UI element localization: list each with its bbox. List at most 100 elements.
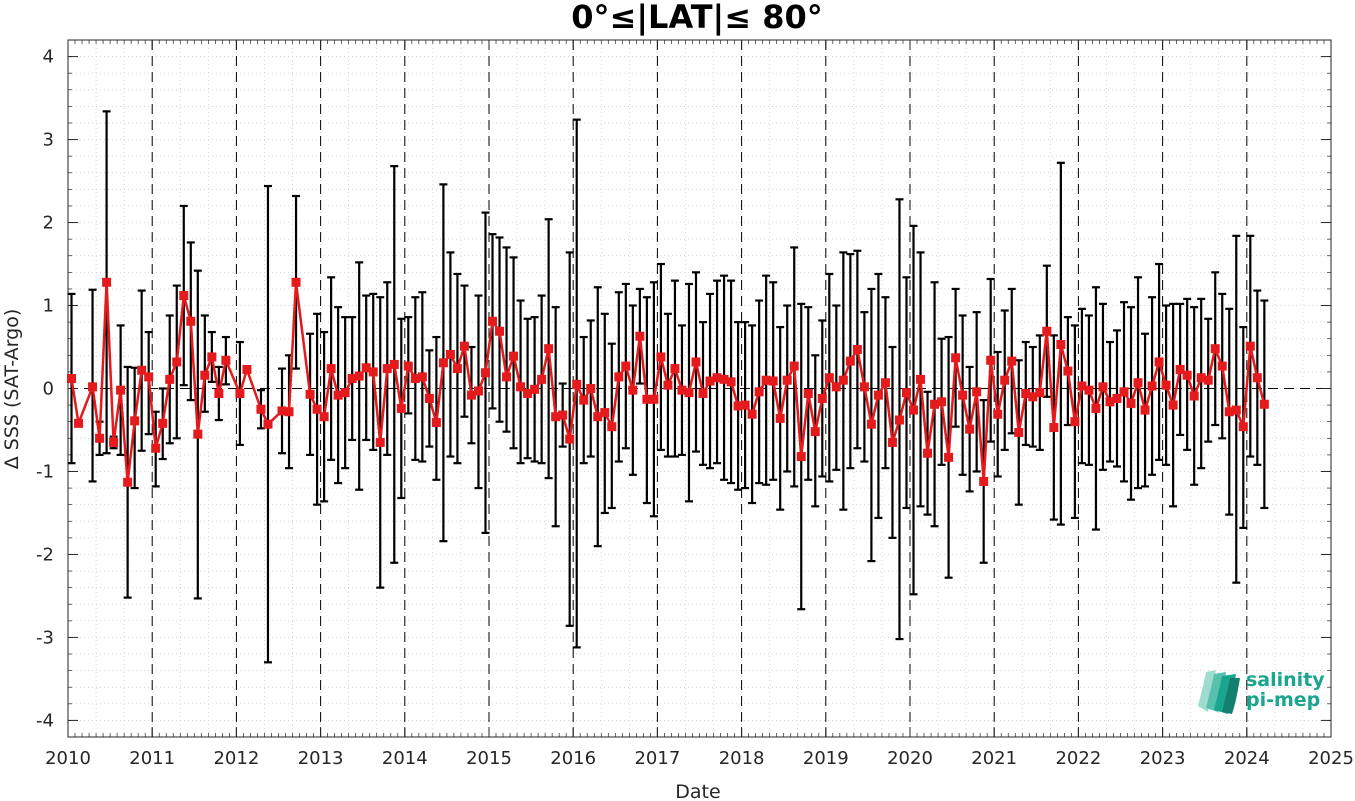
data-point-marker xyxy=(488,316,498,326)
data-point-marker xyxy=(691,357,701,367)
data-point-marker xyxy=(158,418,168,428)
chart-title: 0°≤|LAT|≤ 80° xyxy=(571,0,822,37)
x-tick-label: 2014 xyxy=(382,748,428,769)
y-tick-label: -4 xyxy=(36,710,54,731)
data-point-marker xyxy=(438,358,448,368)
data-point-marker xyxy=(102,277,112,287)
x-tick-label: 2025 xyxy=(1308,748,1354,769)
data-point-marker xyxy=(789,361,799,371)
data-point-marker xyxy=(340,388,350,398)
data-point-marker xyxy=(417,372,427,382)
data-point-marker xyxy=(242,364,252,374)
data-point-marker xyxy=(1091,403,1101,413)
data-point-marker xyxy=(179,291,189,301)
data-point-marker xyxy=(452,364,462,374)
data-point-marker xyxy=(951,353,961,363)
data-point-marker xyxy=(480,368,490,378)
salinity-pi-mep-logo: salinity pi-mep xyxy=(1198,669,1325,714)
data-point-marker xyxy=(670,364,680,374)
data-point-marker xyxy=(1063,366,1073,376)
data-point-marker xyxy=(326,364,336,374)
data-point-marker xyxy=(600,408,610,418)
data-point-marker xyxy=(109,437,119,447)
data-point-marker xyxy=(916,374,926,384)
data-point-marker xyxy=(740,400,750,410)
data-point-marker xyxy=(123,477,133,487)
data-point-marker xyxy=(207,352,217,362)
data-point-marker xyxy=(649,394,659,404)
data-point-marker xyxy=(354,371,364,381)
data-point-marker xyxy=(937,397,947,407)
data-point-marker xyxy=(319,412,329,422)
data-point-marker xyxy=(817,393,827,403)
data-point-marker xyxy=(1189,391,1199,401)
data-point-marker xyxy=(74,418,84,428)
data-point-marker xyxy=(130,416,140,426)
data-point-marker xyxy=(200,370,210,380)
x-tick-label: 2021 xyxy=(971,748,1017,769)
data-point-marker xyxy=(747,409,757,419)
data-point-marker xyxy=(495,326,505,336)
x-tick-label: 2019 xyxy=(803,748,849,769)
data-point-marker xyxy=(445,349,455,359)
data-point-marker xyxy=(537,374,547,384)
data-point-marker xyxy=(754,387,764,397)
y-tick-label: -3 xyxy=(36,627,54,648)
data-point-marker xyxy=(803,388,813,398)
data-point-marker xyxy=(831,382,841,392)
data-point-marker xyxy=(1000,375,1010,385)
data-point-marker xyxy=(782,375,792,385)
data-point-marker xyxy=(1217,361,1227,371)
logo-wave-icon xyxy=(1198,670,1240,714)
data-point-marker xyxy=(1035,388,1045,398)
data-point-marker xyxy=(628,385,638,395)
data-point-marker xyxy=(1238,422,1248,432)
data-point-marker xyxy=(1119,387,1129,397)
data-point-marker xyxy=(852,345,862,355)
data-point-marker xyxy=(1056,340,1066,350)
data-point-marker xyxy=(838,375,848,385)
data-point-marker xyxy=(944,452,954,462)
data-point-marker xyxy=(565,434,575,444)
data-point-marker xyxy=(993,409,1003,419)
data-point-marker xyxy=(137,365,147,375)
data-point-marker xyxy=(1259,399,1269,409)
logo-text-line1: salinity xyxy=(1246,669,1325,691)
data-point-marker xyxy=(473,386,483,396)
data-point-marker xyxy=(424,393,434,403)
data-point-marker xyxy=(1210,344,1220,354)
data-point-marker xyxy=(509,351,519,361)
data-point-marker xyxy=(165,374,175,384)
x-tick-label: 2017 xyxy=(634,748,680,769)
data-point-marker xyxy=(873,390,883,400)
data-point-marker xyxy=(887,437,897,447)
data-point-marker xyxy=(530,384,540,394)
x-tick-label: 2022 xyxy=(1055,748,1101,769)
data-point-marker xyxy=(67,374,77,384)
data-point-marker xyxy=(656,352,666,362)
data-point-marker xyxy=(1231,405,1241,415)
x-tick-label: 2023 xyxy=(1140,748,1186,769)
data-point-marker xyxy=(663,380,673,390)
data-point-marker xyxy=(614,372,624,382)
data-point-marker xyxy=(1070,417,1080,427)
data-point-marker xyxy=(116,385,126,395)
data-point-marker xyxy=(431,418,441,428)
data-point-marker xyxy=(403,361,413,371)
x-tick-label: 2018 xyxy=(719,748,765,769)
data-point-marker xyxy=(986,355,996,365)
data-point-marker xyxy=(221,355,231,365)
data-point-marker xyxy=(88,382,98,392)
data-point-marker xyxy=(172,357,182,367)
x-tick-label: 2016 xyxy=(550,748,596,769)
label-layer: 2010 2011 2012 2013 2014 2015 2016 2017 2018 2019… xyxy=(36,47,1354,769)
x-tick-label: 2010 xyxy=(45,748,91,769)
data-point-marker xyxy=(1252,373,1262,383)
data-point-marker xyxy=(502,372,512,382)
data-point-marker xyxy=(621,361,631,371)
data-point-marker xyxy=(1245,341,1255,351)
y-tick-label: 2 xyxy=(43,213,54,234)
data-point-marker xyxy=(684,388,694,398)
data-point-marker xyxy=(859,382,869,392)
